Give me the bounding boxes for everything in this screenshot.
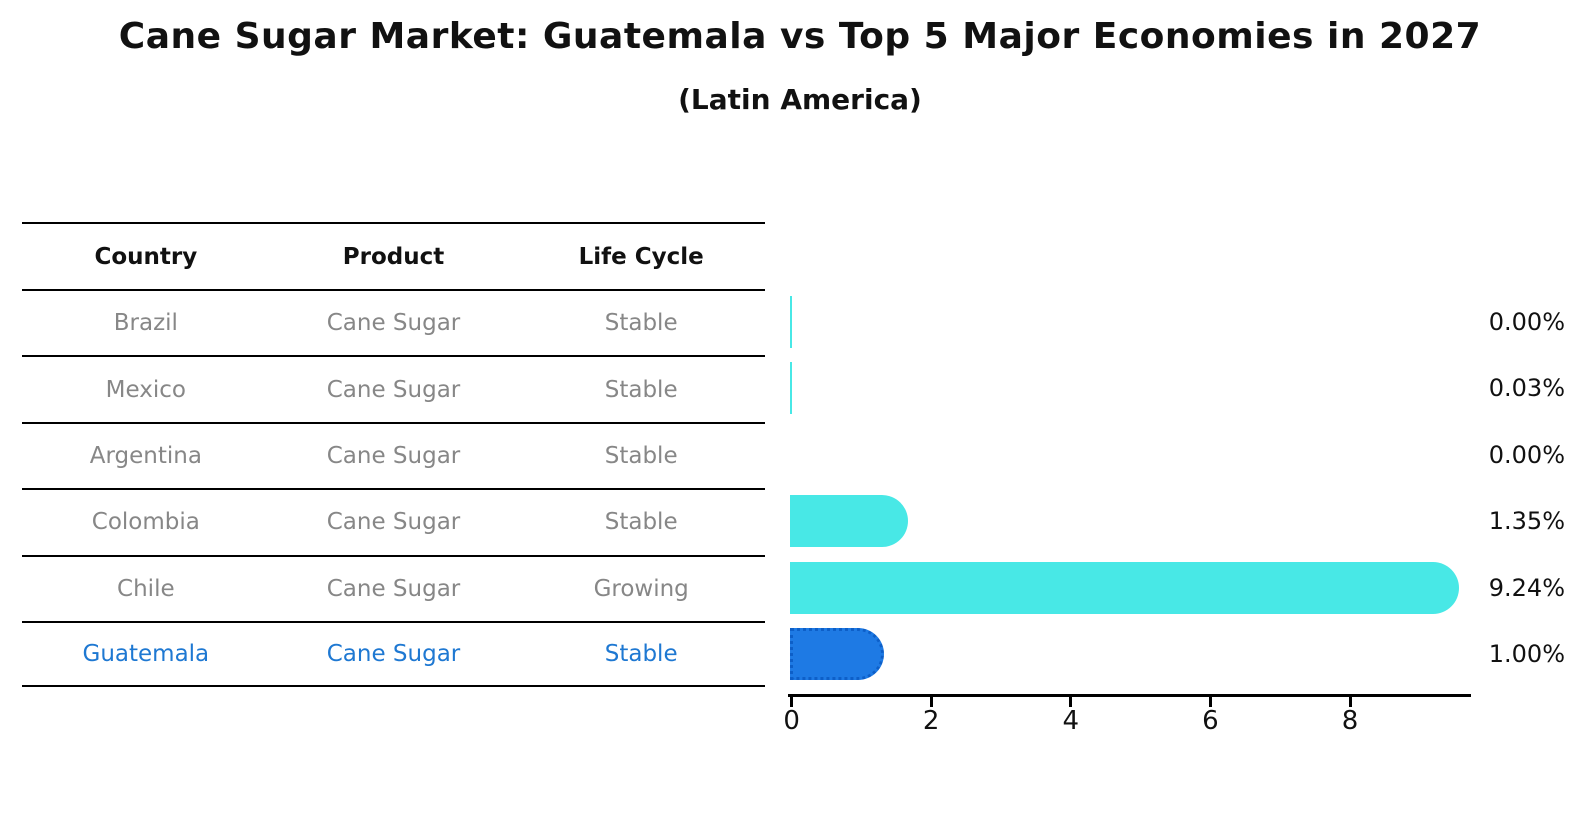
cell-country: Guatemala [82,641,210,668]
value-label-chile: 9.24% [1488,573,1565,602]
cell-lifecycle: Stable [604,310,678,337]
value-label-guatemala: 1.00% [1488,640,1565,668]
x-tick-4 [1069,697,1073,707]
cell-lifecycle: Stable [604,641,678,668]
cell-product: Cane Sugar [326,376,461,403]
cell-country: Argentina [89,442,202,469]
x-tick-label-4: 4 [1062,706,1080,736]
value-label-mexico: 0.03% [1488,374,1565,403]
header-cell-country: Country [94,243,198,270]
x-tick-label-2: 2 [922,706,940,736]
header-cell-lifecycle: Life Cycle [578,243,704,270]
country-table: Country Product Life Cycle Brazil Cane S… [22,222,765,688]
value-label-argentina: 0.00% [1488,440,1565,469]
value-label-colombia: 1.35% [1488,507,1565,536]
bar-chile [790,561,1459,614]
bar-brazil [790,296,792,348]
table-row-mexico: Mexico Cane Sugar Stable [22,355,765,421]
bar-mexico [790,362,793,415]
table-header-row: Country Product Life Cycle [22,222,765,289]
cell-lifecycle: Stable [604,376,678,403]
cell-product: Cane Sugar [326,509,461,536]
cell-lifecycle: Growing [593,575,689,602]
value-label-brazil: 0.00% [1488,308,1565,336]
cell-country: Mexico [105,376,186,403]
cell-country: Colombia [91,509,200,536]
x-tick-8 [1348,697,1352,707]
cell-product: Cane Sugar [326,442,461,469]
header-cell-product: Product [342,243,445,270]
chart-title: Cane Sugar Market: Guatemala vs Top 5 Ma… [118,16,1482,57]
x-tick-6 [1208,697,1212,707]
x-tick-label-6: 6 [1202,706,1219,736]
x-tick-label-8: 8 [1341,706,1359,736]
bar-colombia [790,495,909,548]
table-row-chile: Chile Cane Sugar Growing [22,554,765,621]
table-row-argentina: Argentina Cane Sugar Stable [22,421,765,488]
cell-lifecycle: Stable [604,509,678,536]
cell-product: Cane Sugar [326,310,461,337]
cell-country: Brazil [113,310,178,337]
cell-product: Cane Sugar [326,641,461,668]
x-tick-2 [929,697,933,707]
table-row-brazil: Brazil Cane Sugar Stable [22,289,765,355]
cell-country: Chile [117,575,175,602]
table-row-colombia: Colombia Cane Sugar Stable [22,488,765,554]
x-axis-line [788,694,1471,697]
table-row-guatemala: Guatemala Cane Sugar Stable [22,620,765,688]
cell-lifecycle: Stable [604,442,678,469]
x-tick-0 [790,697,794,707]
bar-guatemala [790,628,884,680]
cell-product: Cane Sugar [326,575,461,602]
chart-subtitle: (Latin America) [678,83,922,116]
x-tick-label-0: 0 [783,706,800,736]
